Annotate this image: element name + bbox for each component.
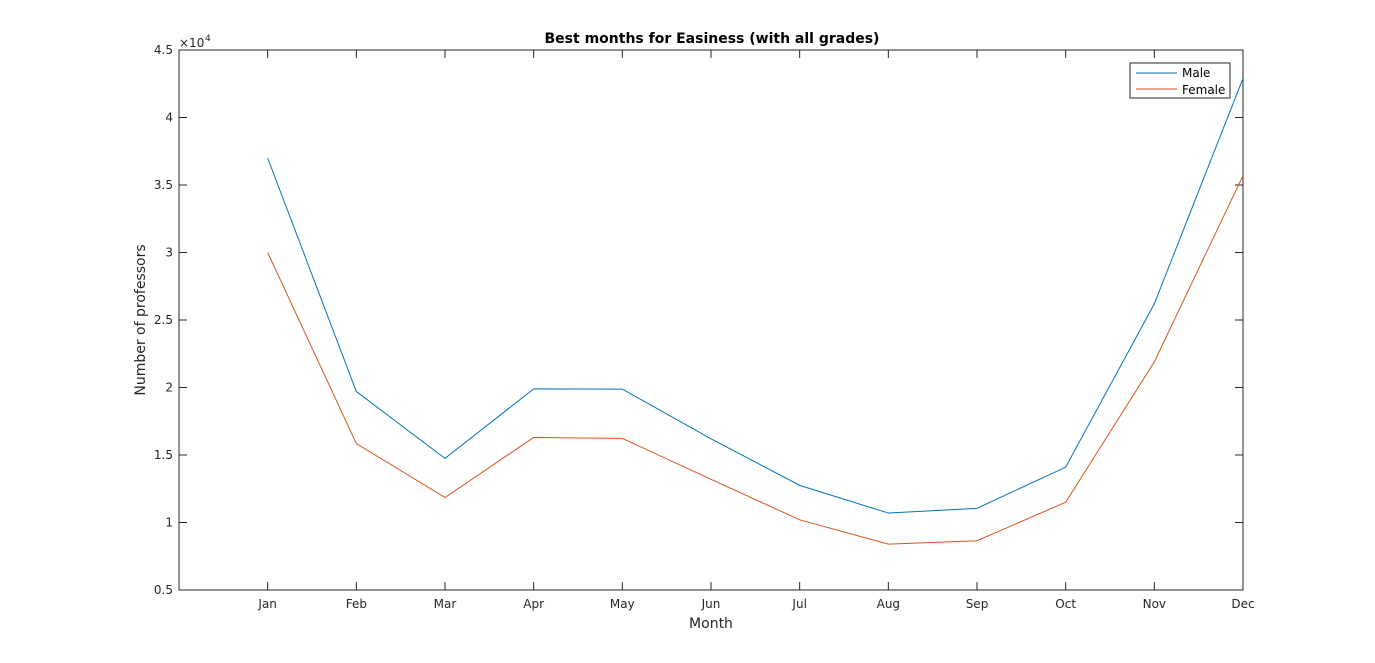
series-line-male <box>267 78 1244 514</box>
y-tick-label: 0.5 <box>154 583 173 597</box>
y-tick-label: 2.5 <box>154 313 173 327</box>
y-tick-label: 2 <box>165 381 173 395</box>
x-tick-label: Jan <box>257 597 277 611</box>
y-multiplier-base: ×10 <box>179 36 204 50</box>
x-axis-ticks: Jan Feb Mar Apr May Jun Jul Aug Sep Oct Nov Dec <box>257 50 1255 611</box>
y-tick-label: 4 <box>165 111 173 125</box>
legend: Male Female <box>1129 62 1231 99</box>
x-tick-label: Mar <box>434 597 457 611</box>
y-tick-label: 3.5 <box>154 178 173 192</box>
plot-area <box>178 49 1244 591</box>
plot-frame <box>178 49 1244 591</box>
x-tick-label: May <box>610 597 635 611</box>
x-tick-label: Oct <box>1055 597 1076 611</box>
y-axis-ticks: 0.5 1 1.5 2 2.5 3 3.5 4 4.5 <box>154 43 1243 597</box>
y-tick-label: 4.5 <box>154 43 173 57</box>
chart-title: Best months for Easiness (with all grade… <box>545 31 880 47</box>
x-tick-label: Apr <box>523 597 544 611</box>
series-line-female <box>267 175 1244 545</box>
y-tick-label: 1 <box>165 516 173 530</box>
y-tick-label: 1.5 <box>154 448 173 462</box>
x-tick-label: Sep <box>966 597 989 611</box>
y-axis-label: Number of professors <box>133 244 149 395</box>
x-tick-label: Aug <box>877 597 900 611</box>
x-tick-label: Feb <box>346 597 367 611</box>
x-tick-label: Jun <box>701 597 721 611</box>
y-multiplier: ×10 4 <box>179 34 211 50</box>
legend-box <box>1129 62 1231 99</box>
legend-label-female: Female <box>1182 83 1225 97</box>
x-tick-label: Dec <box>1231 597 1254 611</box>
x-axis-label: Month <box>689 616 733 632</box>
x-tick-label: Nov <box>1143 597 1166 611</box>
legend-label-male: Male <box>1182 66 1210 80</box>
y-tick-label: 3 <box>165 246 173 260</box>
x-tick-label: Jul <box>791 597 806 611</box>
y-multiplier-exponent: 4 <box>205 34 211 44</box>
series-lines <box>267 78 1244 545</box>
